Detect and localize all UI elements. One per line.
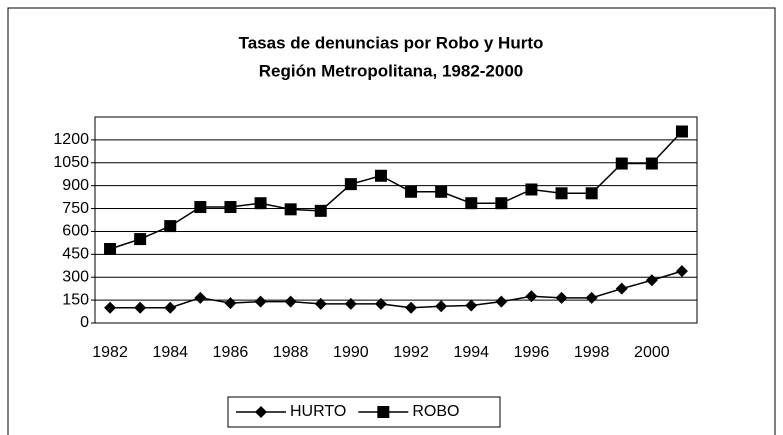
data-point <box>495 197 508 210</box>
x-tick-label: 1996 <box>514 344 550 361</box>
data-point <box>284 203 297 216</box>
x-tick-label: 1994 <box>453 344 489 361</box>
data-point <box>374 297 387 310</box>
data-point <box>224 201 237 214</box>
data-point <box>284 295 297 308</box>
data-point <box>344 297 357 310</box>
data-point <box>104 301 117 314</box>
data-point <box>314 204 327 217</box>
data-point <box>645 157 658 170</box>
y-tick-label: 450 <box>62 246 89 263</box>
x-tick-label: 1984 <box>152 344 188 361</box>
data-point <box>314 297 327 310</box>
x-tick-label: 1982 <box>92 344 128 361</box>
data-point <box>254 295 267 308</box>
legend-marker <box>377 406 390 418</box>
y-tick-label: 1050 <box>53 154 89 171</box>
x-tick-label: 1986 <box>213 344 249 361</box>
data-point <box>164 220 177 233</box>
y-tick-label: 0 <box>80 314 89 331</box>
x-tick-label: 1988 <box>273 344 309 361</box>
data-point <box>675 265 688 278</box>
y-tick-label: 300 <box>62 268 89 285</box>
data-point <box>224 297 237 310</box>
x-tick-label: 1998 <box>574 344 610 361</box>
y-tick-label: 900 <box>62 177 89 194</box>
x-tick-label: 1992 <box>393 344 429 361</box>
data-point <box>405 301 418 314</box>
data-point <box>585 187 598 200</box>
data-point <box>555 187 568 200</box>
chart-subtitle: Región Metropolitana, 1982-2000 <box>259 61 524 80</box>
data-point <box>555 291 568 304</box>
data-point <box>465 197 478 210</box>
y-tick-label: 1200 <box>53 131 89 148</box>
data-point <box>525 290 538 303</box>
data-point <box>134 233 147 246</box>
data-point <box>194 201 207 214</box>
data-point <box>435 300 448 313</box>
y-tick-label: 750 <box>62 200 89 217</box>
data-point <box>465 299 478 312</box>
data-point <box>164 301 177 314</box>
data-point <box>435 185 448 198</box>
chart-frame <box>7 7 776 435</box>
x-tick-label: 2000 <box>634 344 670 361</box>
data-point <box>374 169 387 182</box>
data-point <box>615 157 628 170</box>
legend-label: HURTO <box>290 403 346 420</box>
data-point <box>194 291 207 304</box>
x-tick-label: 1990 <box>333 344 369 361</box>
data-point <box>134 301 147 314</box>
chart-title: Tasas de denuncias por Robo y Hurto <box>239 33 544 52</box>
legend-label: ROBO <box>412 403 459 420</box>
data-point <box>615 282 628 295</box>
data-point <box>495 295 508 308</box>
data-point <box>645 274 658 287</box>
data-point <box>525 183 538 196</box>
data-point <box>405 185 418 198</box>
y-tick-label: 600 <box>62 223 89 240</box>
data-point <box>585 291 598 304</box>
legend-marker <box>255 406 267 418</box>
data-point <box>344 178 357 191</box>
data-point <box>254 197 267 210</box>
y-tick-label: 150 <box>62 291 89 308</box>
data-point <box>104 242 117 255</box>
data-point <box>675 125 688 138</box>
